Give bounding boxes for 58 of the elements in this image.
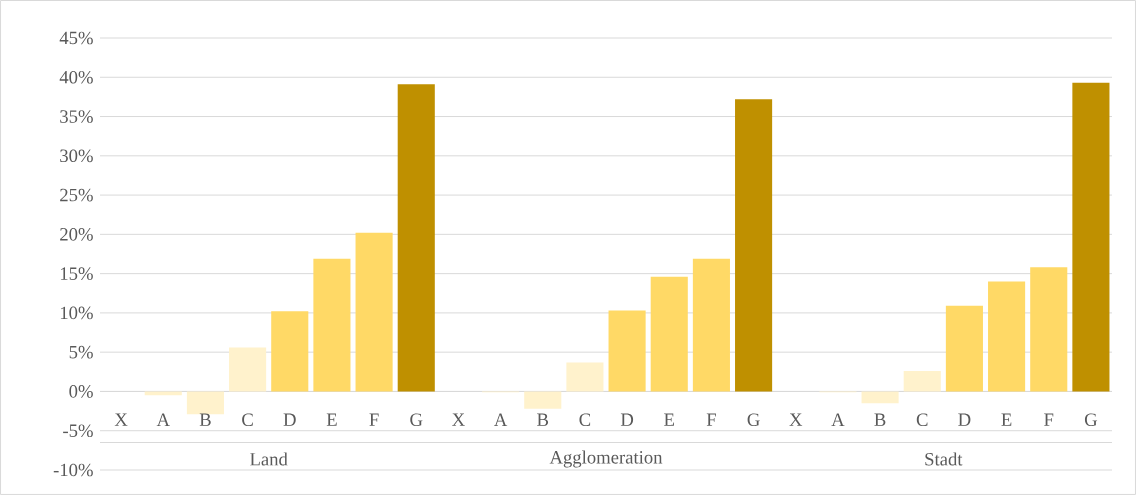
bar [945, 305, 983, 392]
bar [144, 391, 182, 396]
bar [1030, 267, 1068, 392]
y-tick-label: 5% [69, 345, 93, 359]
x-tick-label: B [537, 413, 549, 426]
y-tick-label: -10% [53, 463, 93, 477]
bar [271, 311, 309, 392]
x-tick-label: C [242, 413, 253, 426]
bar [397, 84, 435, 392]
x-tick-label: E [326, 413, 337, 426]
x-tick-label: D [958, 413, 971, 426]
annotation: Land [250, 452, 288, 466]
annotation: Agglomeration [549, 450, 663, 468]
x-tick-label: G [747, 413, 760, 426]
x-tick-label: F [706, 413, 716, 426]
y-tick-label: 15% [60, 267, 93, 280]
bar [735, 99, 773, 392]
y-tick-label: 25% [60, 188, 93, 202]
x-tick-label: X [452, 413, 465, 426]
bar [524, 391, 562, 409]
y-tick-label: 40% [59, 70, 93, 84]
x-tick-label: A [156, 413, 170, 426]
bar [1072, 82, 1110, 392]
x-tick-label: F [369, 413, 379, 426]
x-tick-label: D [620, 413, 634, 426]
x-tick-label: F [1044, 413, 1054, 426]
bar [355, 232, 393, 392]
bar [988, 281, 1026, 392]
x-tick-label: G [1084, 413, 1098, 426]
bar [692, 258, 730, 392]
bar [229, 347, 267, 392]
x-tick-label: E [664, 413, 675, 426]
x-tick-label: A [831, 413, 845, 426]
x-tick-label: C [916, 413, 928, 426]
bar [608, 310, 646, 392]
bar [313, 258, 351, 392]
bar [903, 371, 941, 392]
x-tick-label: E [1001, 413, 1012, 426]
x-tick-label: X [789, 413, 803, 426]
bar [861, 391, 899, 404]
annotation: Stadt [925, 452, 963, 466]
bar [650, 276, 688, 392]
y-tick-label: 35% [60, 110, 93, 123]
bar [566, 362, 604, 392]
x-tick-label: G [410, 413, 423, 426]
y-tick-label: -5% [63, 424, 93, 438]
y-tick-label: 10% [60, 306, 93, 320]
x-tick-label: A [494, 413, 508, 426]
x-tick-label: B [199, 413, 211, 426]
x-tick-label: X [114, 413, 128, 426]
y-tick-label: 20% [60, 228, 93, 241]
x-tick-label: C [579, 413, 591, 426]
y-tick-label: 45% [59, 31, 93, 45]
y-tick-label: 0% [69, 385, 93, 398]
y-tick-label: 30% [60, 149, 93, 163]
x-tick-label: D [283, 413, 296, 426]
x-tick-label: B [874, 413, 886, 426]
bar [186, 391, 224, 415]
